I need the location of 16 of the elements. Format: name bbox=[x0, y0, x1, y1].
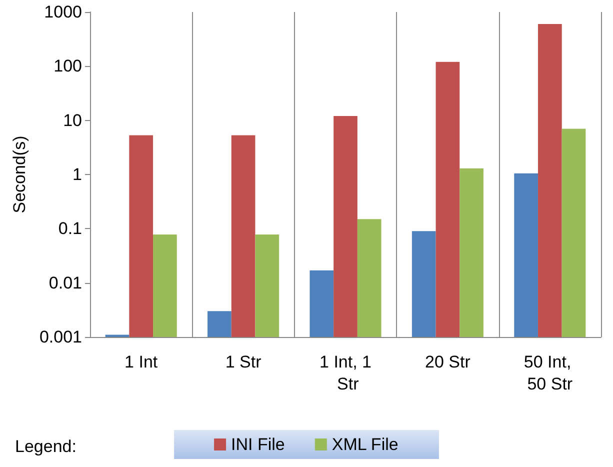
x-tick-label: 50 Int, 50 Str bbox=[524, 352, 576, 394]
y-axis-title: Second(s) bbox=[10, 136, 29, 214]
y-tick-label: 0.1 bbox=[58, 219, 82, 238]
x-tick-label: 1 Int bbox=[124, 352, 158, 372]
legend-title: Legend: bbox=[15, 437, 76, 456]
y-tick-label: 1 bbox=[72, 165, 82, 184]
x-tick-label: 1 Str bbox=[225, 352, 262, 372]
x-tick-label: 20 Str bbox=[425, 352, 471, 372]
y-tick-label: 0.01 bbox=[48, 273, 82, 292]
y-tick-label: 10 bbox=[63, 110, 82, 130]
y-tick-label: 1000 bbox=[44, 2, 82, 22]
legend-label: XML File bbox=[332, 435, 398, 454]
x-tick-label: 1 Int, 1 Str bbox=[320, 352, 372, 394]
y-tick-label: 0.001 bbox=[39, 328, 82, 346]
y-tick-label: 100 bbox=[54, 56, 82, 76]
legend-label: INI File bbox=[231, 435, 285, 454]
